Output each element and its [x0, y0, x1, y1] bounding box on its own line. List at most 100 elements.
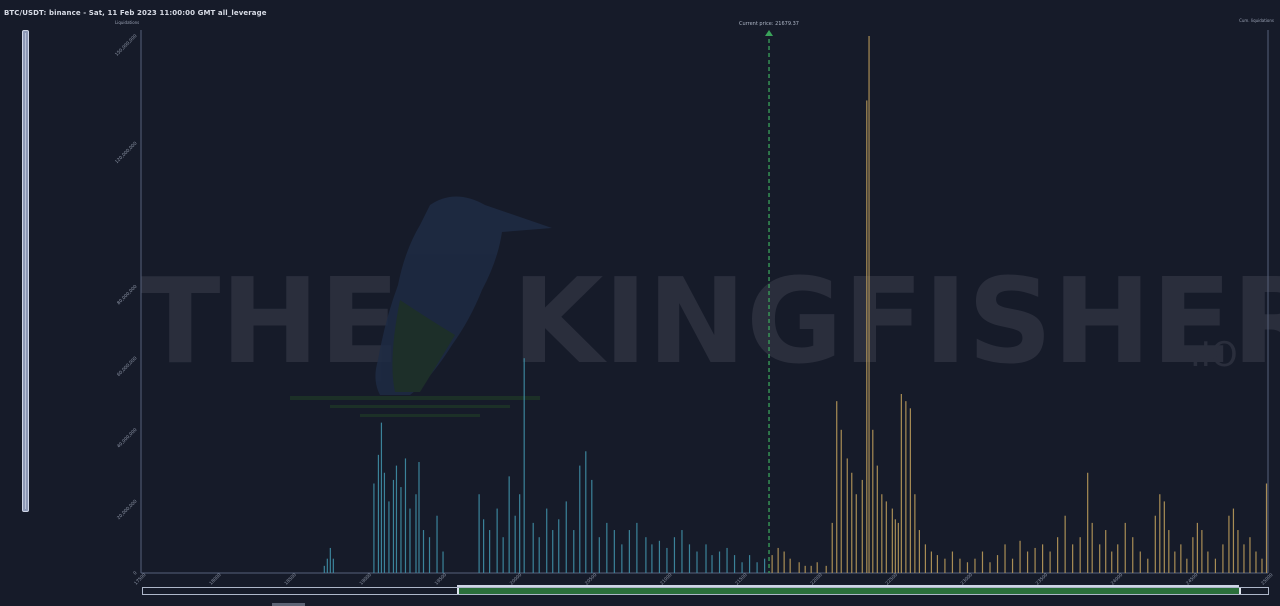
bar	[855, 494, 857, 573]
bar	[621, 544, 623, 573]
bar	[816, 562, 818, 573]
bar	[777, 547, 779, 573]
bar	[489, 530, 491, 573]
bar	[810, 565, 812, 573]
x-tick-label: 18500	[283, 572, 297, 586]
bar	[1159, 494, 1161, 573]
bar	[804, 565, 806, 573]
watermark-suffix: .IO	[1190, 335, 1238, 375]
bar	[905, 401, 907, 573]
bar	[851, 472, 853, 573]
bar	[881, 494, 883, 573]
bar	[666, 547, 668, 573]
bar	[1147, 558, 1149, 573]
bar	[989, 562, 991, 573]
horizontal-scroll-thumb[interactable]	[272, 603, 305, 606]
bar	[825, 565, 827, 573]
bar	[585, 451, 587, 573]
bar	[1057, 537, 1059, 573]
bar	[436, 515, 438, 573]
bar	[836, 401, 838, 573]
bar	[502, 537, 504, 573]
bar	[1174, 551, 1176, 573]
bar	[565, 501, 567, 573]
kingfisher-logo	[290, 196, 552, 417]
bar	[673, 537, 676, 573]
bar	[959, 558, 961, 573]
bar	[1124, 522, 1126, 573]
vertical-range-slider[interactable]	[22, 30, 29, 512]
bar	[1049, 551, 1051, 573]
current-price-marker: Current price: 21679.37	[739, 21, 799, 573]
bar	[478, 494, 480, 573]
bar	[1064, 515, 1066, 573]
bar	[930, 551, 933, 573]
bar	[409, 508, 411, 573]
bar	[1163, 501, 1165, 573]
bar	[894, 519, 896, 573]
bar	[1201, 530, 1203, 573]
bar	[783, 551, 785, 573]
bar	[329, 547, 331, 573]
bar	[422, 530, 425, 573]
bar	[764, 558, 766, 573]
vertical-range-thumb[interactable]	[25, 33, 26, 509]
bar	[1214, 558, 1217, 573]
bar	[332, 558, 334, 573]
bar	[552, 530, 554, 573]
bar	[1237, 530, 1239, 573]
bar	[373, 483, 375, 573]
x-tick-label: 18000	[208, 572, 222, 586]
bar	[900, 394, 902, 573]
bar	[496, 508, 498, 573]
bar	[1180, 544, 1182, 573]
bar	[1139, 551, 1141, 573]
range-navigator-selection[interactable]	[457, 588, 1241, 594]
bar	[726, 547, 728, 573]
bar	[1026, 551, 1029, 573]
y-tick-label: 60,000,000	[116, 355, 139, 378]
bar	[831, 522, 833, 573]
bar	[1042, 544, 1044, 573]
range-navigator[interactable]	[142, 587, 1269, 595]
current-price-label: Current price: 21679.37	[739, 21, 799, 27]
bar	[909, 408, 911, 573]
bar	[1186, 558, 1188, 573]
y-tick-label: 80,000,000	[116, 284, 139, 307]
bar	[1196, 522, 1198, 573]
bar	[598, 537, 600, 573]
bar	[404, 458, 407, 573]
bar	[846, 458, 848, 573]
bar	[1072, 544, 1074, 573]
bar	[688, 544, 691, 573]
bar	[996, 555, 999, 573]
bar	[840, 429, 842, 573]
bar	[428, 537, 431, 573]
bar	[789, 558, 791, 573]
bar	[613, 530, 615, 573]
bar	[966, 562, 969, 573]
bar	[771, 555, 773, 573]
bar	[885, 501, 887, 573]
y-tick-label: 20,000,000	[116, 498, 139, 521]
y-tick-label: 150,000,000	[114, 33, 139, 58]
bar	[861, 479, 863, 573]
bar	[651, 544, 653, 573]
bar	[323, 565, 325, 573]
bar	[1232, 508, 1235, 573]
y-tick-label: 120,000,000	[114, 140, 139, 165]
bar	[1117, 544, 1119, 573]
bar	[523, 358, 525, 573]
bar	[1154, 515, 1156, 573]
bar	[1192, 537, 1194, 573]
bar	[383, 472, 386, 573]
bar	[1105, 530, 1107, 573]
y-tick-label: 0	[132, 570, 138, 576]
bar	[1261, 558, 1263, 573]
bar	[483, 519, 485, 573]
chart-title: BTC/USDT: binance - Sat, 11 Feb 2023 11:…	[4, 9, 267, 17]
bar	[573, 530, 575, 573]
bar	[380, 422, 383, 573]
range-navigator-scrollbar[interactable]	[457, 585, 1239, 587]
